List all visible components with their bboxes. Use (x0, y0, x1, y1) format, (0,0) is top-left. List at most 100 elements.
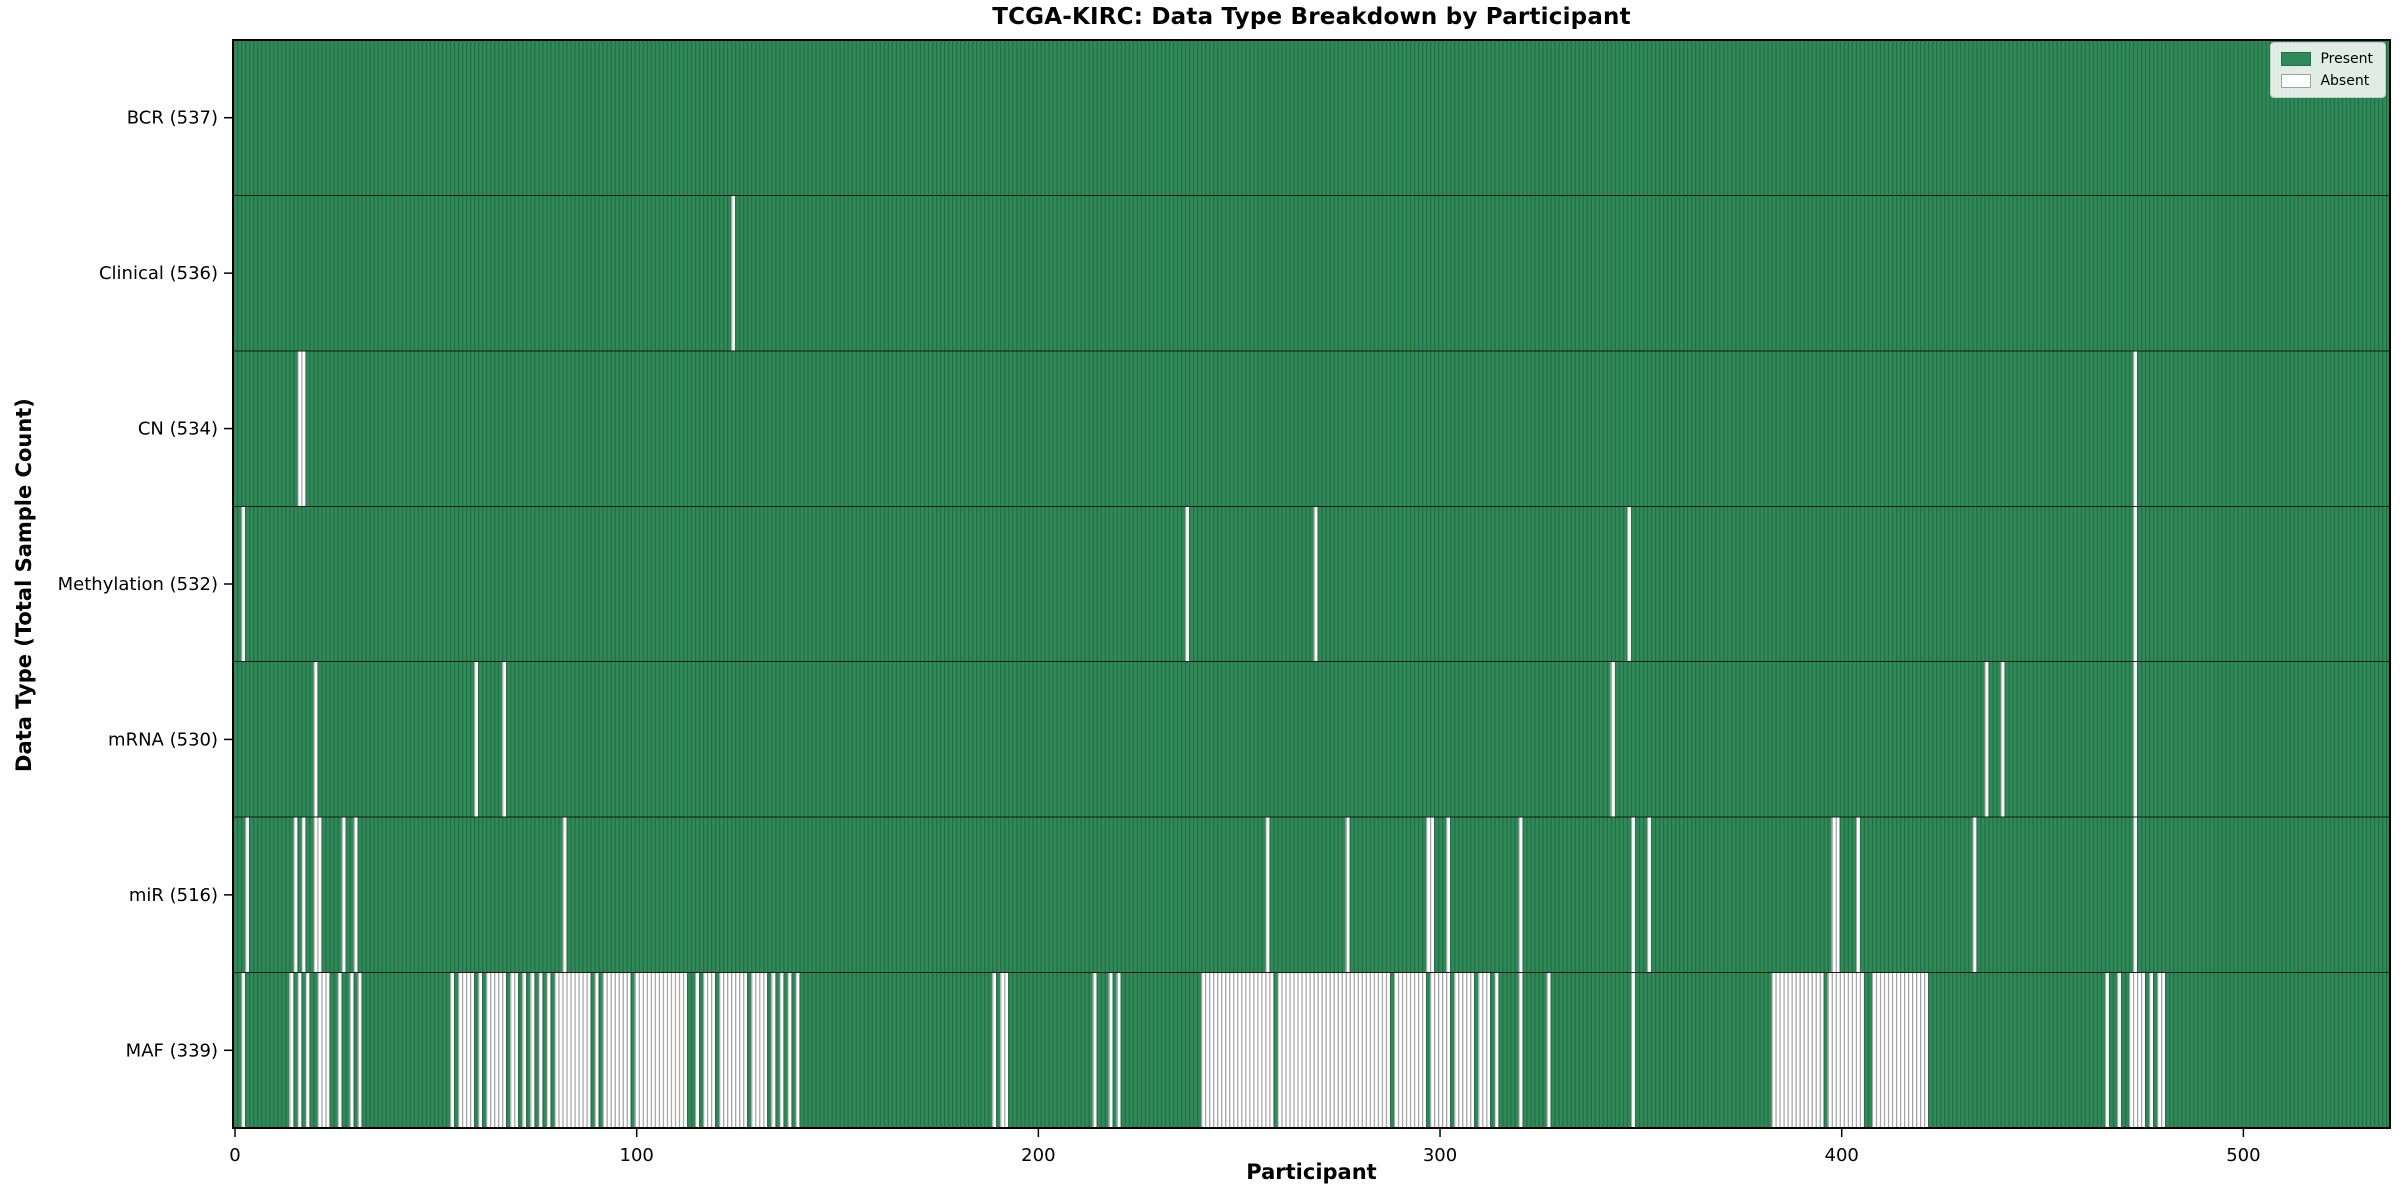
absent-bars (2157, 972, 2166, 1128)
absent-bars (1972, 817, 1977, 973)
legend-absent-label: Absent (2320, 73, 2370, 89)
present-bars (233, 40, 2390, 196)
y-tick-label: CN (534) (138, 419, 218, 440)
absent-bars (1871, 972, 1929, 1128)
legend: Present Absent (2270, 42, 2386, 98)
absent-bars (1630, 817, 1635, 973)
absent-bars (1494, 972, 1499, 1128)
absent-bars (694, 972, 699, 1128)
absent-bars (1116, 972, 1121, 1128)
absent-bars (1393, 972, 1426, 1128)
y-tick-label: BCR (537) (127, 108, 218, 129)
absent-bars (245, 817, 250, 973)
x-tick-label: 400 (1825, 1145, 1859, 1166)
x-axis-label: Participant (1246, 1160, 1377, 1184)
absent-bars (241, 972, 246, 1128)
absent-bars (305, 972, 310, 1128)
absent-bars (2132, 817, 2137, 973)
absent-bars (2116, 972, 2121, 1128)
present-bars (233, 661, 2390, 818)
row-mir (233, 816, 2390, 973)
absent-bars (731, 195, 736, 351)
absent-bars (1855, 817, 1860, 973)
legend-item-absent: Absent (2281, 73, 2373, 89)
absent-bars (1313, 506, 1318, 662)
absent-bars (341, 817, 346, 973)
row-bcr (233, 40, 2390, 196)
absent-bars (1108, 972, 1113, 1128)
absent-bars (2132, 350, 2137, 507)
absent-bars (1265, 817, 1270, 973)
absent-bars (1429, 972, 1451, 1128)
absent-bars (478, 972, 483, 1128)
absent-bars (554, 972, 591, 1128)
absent-bars (1827, 972, 1864, 1128)
row-maf (233, 972, 2390, 1128)
absent-bars (702, 972, 716, 1128)
present-bars (233, 195, 2390, 351)
absent-bars (538, 972, 543, 1128)
absent-bars (602, 972, 631, 1128)
absent-bars (751, 972, 768, 1128)
absent-bars (1092, 972, 1097, 1128)
row-cn (233, 350, 2390, 507)
row-mrna (233, 661, 2390, 818)
absent-bars (293, 817, 298, 973)
absent-bars (2132, 506, 2137, 662)
absent-bars (2104, 972, 2109, 1128)
legend-item-present: Present (2281, 51, 2373, 67)
y-tick-label: Clinical (536) (99, 263, 218, 284)
present-swatch-icon (2281, 52, 2312, 66)
row-clinical (233, 194, 2390, 351)
absent-bars (634, 972, 687, 1128)
absent-bars (594, 972, 599, 1128)
absent-bars (1630, 972, 1635, 1128)
absent-bars (1184, 506, 1189, 662)
absent-bars (1478, 972, 1491, 1128)
absent-bars (1546, 972, 1551, 1128)
absent-bars (486, 972, 507, 1128)
absent-bars (317, 972, 330, 1128)
absent-bars (2000, 661, 2005, 818)
absent-bars (1518, 817, 1523, 973)
absent-bars (992, 972, 997, 1128)
absent-bars (474, 661, 479, 818)
present-bars (233, 350, 2390, 507)
absent-bars (787, 972, 792, 1128)
absent-bars (301, 817, 306, 973)
legend-present-label: Present (2320, 51, 2373, 67)
absent-bars (1646, 817, 1651, 973)
absent-bars (1771, 972, 1824, 1128)
absent-bars (502, 661, 507, 818)
y-tick-label: MAF (339) (126, 1040, 218, 1061)
absent-bars (2132, 661, 2137, 818)
absent-bars (546, 972, 551, 1128)
absent-bars (357, 972, 362, 1128)
present-bars (233, 817, 2390, 973)
absent-bars (289, 972, 294, 1128)
absent-bars (1000, 972, 1009, 1128)
x-tick-label: 500 (2226, 1145, 2260, 1166)
absent-bars (1201, 972, 1274, 1128)
absent-bars (1446, 817, 1451, 973)
absent-swatch-icon (2281, 74, 2312, 88)
absent-bars (1626, 506, 1631, 662)
absent-bars (313, 661, 318, 818)
x-tick-label: 200 (1021, 1145, 1055, 1166)
absent-bars (297, 350, 306, 507)
chart-title: TCGA-KIRC: Data Type Breakdown by Partic… (992, 4, 1631, 30)
x-tick-label: 0 (229, 1145, 240, 1166)
absent-bars (2128, 972, 2145, 1128)
absent-bars (1831, 817, 1840, 973)
plot-border (232, 39, 2391, 1129)
absent-bars (1518, 972, 1523, 1128)
x-tick-label: 300 (1423, 1145, 1457, 1166)
absent-bars (522, 972, 527, 1128)
absent-bars (771, 972, 776, 1128)
absent-bars (1454, 972, 1475, 1128)
absent-bars (510, 972, 519, 1128)
absent-bars (562, 817, 567, 973)
absent-bars (449, 972, 454, 1128)
